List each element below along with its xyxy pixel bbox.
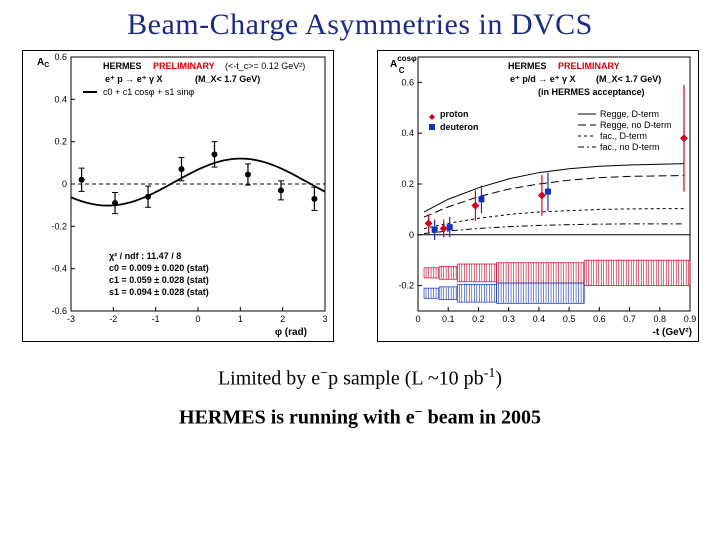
svg-text:0.2: 0.2 <box>401 179 414 189</box>
svg-text:0.4: 0.4 <box>54 94 67 104</box>
svg-text:Regge, D-term: Regge, D-term <box>600 109 659 119</box>
svg-text:c1 = 0.059 ± 0.028 (stat): c1 = 0.059 ± 0.028 (stat) <box>109 275 209 285</box>
caption-line1: Limited by e−p sample (L ~10 pb-1) <box>0 366 720 391</box>
svg-text:HERMES: HERMES <box>103 61 142 71</box>
svg-text:c0 + c1 cosφ + s1 sinφ: c0 + c1 cosφ + s1 sinφ <box>103 87 194 97</box>
svg-text:(M_X< 1.7 GeV): (M_X< 1.7 GeV) <box>195 74 260 84</box>
svg-text:0.9: 0.9 <box>683 314 696 324</box>
txt: − <box>320 366 328 381</box>
svg-text:0: 0 <box>408 230 413 240</box>
txt: beam in 2005 <box>423 406 541 428</box>
svg-text:0: 0 <box>61 179 66 189</box>
svg-text:0.7: 0.7 <box>623 314 636 324</box>
svg-text:3: 3 <box>322 314 327 324</box>
svg-text:0.6: 0.6 <box>593 314 606 324</box>
txt: p sample (L ~10 pb <box>328 368 484 390</box>
caption-line2: HERMES is running with e− beam in 2005 <box>0 405 720 430</box>
svg-text:2: 2 <box>280 314 285 324</box>
svg-text:φ (rad): φ (rad) <box>274 327 306 338</box>
caption: Limited by e−p sample (L ~10 pb-1) HERME… <box>0 366 720 429</box>
page-title: Beam-Charge Asymmetries in DVCS <box>0 0 720 42</box>
svg-text:-3: -3 <box>66 314 74 324</box>
svg-text:(<-t_c>= 0.12 GeV²): (<-t_c>= 0.12 GeV²) <box>225 61 305 71</box>
svg-text:-0.6: -0.6 <box>51 306 67 316</box>
svg-text:(M_X< 1.7 GeV): (M_X< 1.7 GeV) <box>596 74 661 84</box>
txt: HERMES is running with e <box>179 406 415 428</box>
svg-text:0.4: 0.4 <box>401 128 414 138</box>
svg-text:-0.2: -0.2 <box>51 221 67 231</box>
txt: -1 <box>484 366 496 381</box>
svg-text:0: 0 <box>415 314 420 324</box>
svg-text:fac., no D-term: fac., no D-term <box>600 142 660 152</box>
svg-text:s1 = 0.094 ± 0.028 (stat): s1 = 0.094 ± 0.028 (stat) <box>109 287 209 297</box>
svg-text:Regge, no D-term: Regge, no D-term <box>600 120 672 130</box>
svg-text:fac., D-term: fac., D-term <box>600 131 647 141</box>
svg-text:-t (GeV²): -t (GeV²) <box>652 327 691 338</box>
svg-text:0.2: 0.2 <box>54 137 67 147</box>
svg-text:e⁺ p/d → e⁺ γ X: e⁺ p/d → e⁺ γ X <box>510 74 576 84</box>
svg-text:0.5: 0.5 <box>562 314 575 324</box>
svg-text:(in HERMES acceptance): (in HERMES acceptance) <box>538 87 645 97</box>
svg-text:c0 = 0.009 ± 0.020 (stat): c0 = 0.009 ± 0.020 (stat) <box>109 263 209 273</box>
plots-row: -3 -2 -1 0 1 2 3 -0.6 -0.4 -0.2 0 0.2 0.4 0.6 φ (rad) A… <box>0 50 720 342</box>
svg-text:0.2: 0.2 <box>472 314 485 324</box>
svg-text:1: 1 <box>237 314 242 324</box>
svg-text:0.8: 0.8 <box>653 314 666 324</box>
svg-text:-2: -2 <box>109 314 117 324</box>
left-plot: -3 -2 -1 0 1 2 3 -0.6 -0.4 -0.2 0 0.2 0.4 0.6 φ (rad) A… <box>22 50 334 342</box>
svg-text:0.6: 0.6 <box>401 77 414 87</box>
svg-text:0.4: 0.4 <box>532 314 545 324</box>
svg-text:proton: proton <box>440 109 469 119</box>
svg-text:0.3: 0.3 <box>502 314 515 324</box>
svg-text:0.6: 0.6 <box>54 52 67 62</box>
svg-text:HERMES: HERMES <box>508 61 547 71</box>
txt: Limited by e <box>218 368 320 390</box>
svg-text:-0.4: -0.4 <box>51 264 67 274</box>
svg-text:deuteron: deuteron <box>440 122 479 132</box>
svg-text:-0.2: -0.2 <box>398 281 414 291</box>
txt: − <box>415 405 423 420</box>
svg-text:AC: AC <box>37 57 49 69</box>
svg-text:e⁺ p → e⁺ γ X: e⁺ p → e⁺ γ X <box>105 74 163 84</box>
svg-text:-1: -1 <box>151 314 159 324</box>
svg-text:0.1: 0.1 <box>441 314 454 324</box>
svg-text:χ² / ndf : 11.47 / 8: χ² / ndf : 11.47 / 8 <box>109 251 181 261</box>
svg-text:PRELIMINARY: PRELIMINARY <box>558 61 620 71</box>
right-plot: 0 0.1 0.2 0.3 0.4 0.5 0.6 0.7 0.8 0.9 -0.2 0 0.2 0.4 0… <box>377 50 699 342</box>
txt: ) <box>495 368 502 390</box>
svg-text:PRELIMINARY: PRELIMINARY <box>153 61 215 71</box>
svg-text:0: 0 <box>195 314 200 324</box>
svg-text:AcosφC: AcosφC <box>390 54 417 75</box>
